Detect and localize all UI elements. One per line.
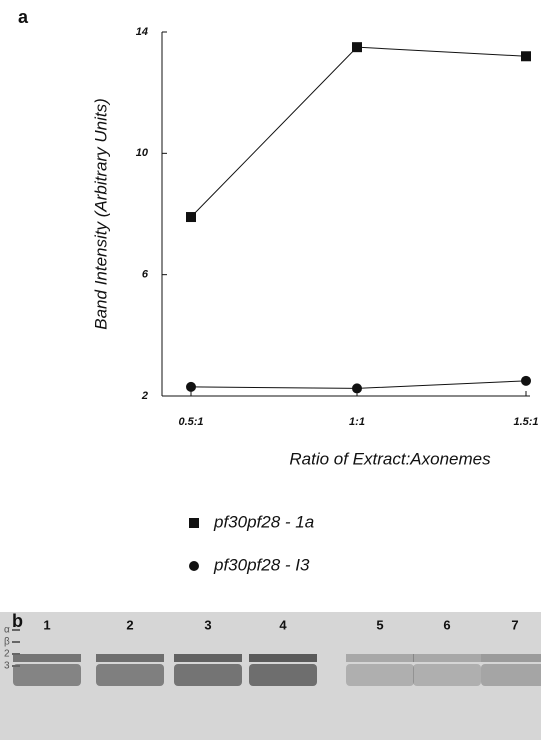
legend-marker [189, 518, 199, 528]
figure: a Band Intensity (Arbitrary Units) Ratio… [0, 0, 541, 740]
gel-band [174, 664, 242, 686]
gel-band [481, 654, 541, 662]
x-tick-label: 1:1 [349, 416, 365, 428]
gel-band [481, 664, 541, 686]
marker [186, 382, 196, 392]
gel-band [413, 654, 481, 662]
gel-band [346, 664, 414, 686]
band-label: 2 [4, 649, 10, 660]
x-tick-label: 1.5:1 [513, 416, 538, 428]
band-label: 3 [4, 661, 10, 672]
band-label: β [4, 637, 10, 648]
panel-label: b [12, 611, 23, 631]
lane-label: 7 [511, 617, 518, 632]
lane-label: 6 [443, 617, 450, 632]
legend-marker [189, 561, 199, 571]
lane-label: 5 [376, 617, 383, 632]
marker [521, 51, 531, 61]
band-label: α [4, 625, 10, 636]
lane-label: 4 [279, 617, 287, 632]
lane-label: 1 [43, 617, 50, 632]
marker [352, 383, 362, 393]
y-tick-label: 10 [136, 147, 149, 159]
gel-band [96, 664, 164, 686]
panel-label: a [18, 7, 29, 27]
y-tick-label: 14 [136, 26, 148, 38]
lane-label: 3 [204, 617, 211, 632]
y-axis-label: Band Intensity (Arbitrary Units) [91, 98, 110, 329]
x-axis-label: Ratio of Extract:Axonemes [289, 449, 491, 468]
gel-band [174, 654, 242, 662]
gel-band [96, 654, 164, 662]
x-tick-label: 0.5:1 [178, 416, 203, 428]
marker [352, 42, 362, 52]
marker [521, 376, 531, 386]
gel-band [13, 664, 81, 686]
gel-band [249, 654, 317, 662]
gel-band [249, 664, 317, 686]
series-line [191, 47, 526, 217]
marker [186, 212, 196, 222]
gel-band [13, 654, 81, 662]
legend-label: pf30pf28 - 1a [213, 512, 314, 531]
gel-band [413, 664, 481, 686]
legend-label: pf30pf28 - I3 [213, 555, 310, 574]
y-tick-label: 2 [141, 390, 148, 402]
y-tick-label: 6 [142, 269, 149, 281]
gel-band [346, 654, 414, 662]
lane-label: 2 [126, 617, 133, 632]
